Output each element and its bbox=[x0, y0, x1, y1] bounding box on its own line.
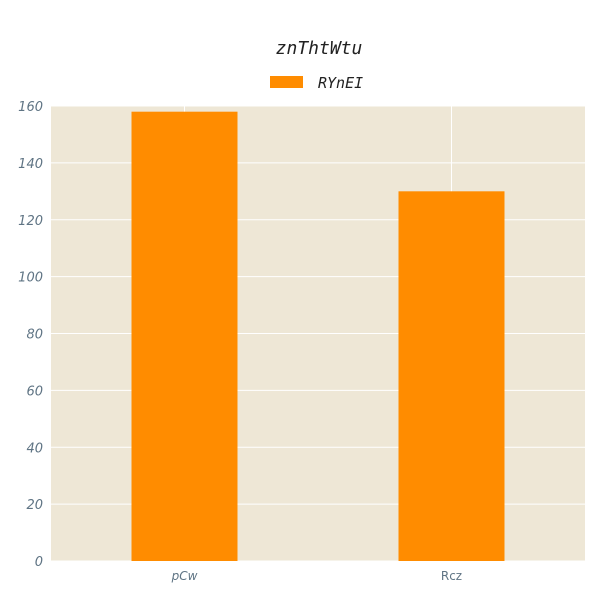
y-tick-label: 40 bbox=[26, 441, 43, 456]
y-tick-label: 160 bbox=[18, 100, 43, 115]
x-axis: pCw Rcz bbox=[171, 569, 463, 583]
bar-pCw bbox=[131, 111, 238, 561]
x-tick-label: Rcz bbox=[441, 569, 462, 583]
y-tick-label: 0 bbox=[35, 555, 43, 570]
legend: RYnEI bbox=[270, 74, 363, 92]
y-tick-label: 140 bbox=[18, 157, 43, 172]
legend-label: RYnEI bbox=[318, 74, 363, 92]
y-tick-label: 60 bbox=[26, 384, 43, 399]
chart-title: znThtWtu bbox=[276, 38, 363, 59]
y-tick-label: 100 bbox=[18, 271, 43, 286]
bars bbox=[131, 111, 505, 561]
x-tick-label: pCw bbox=[171, 569, 198, 583]
y-axis: 0 20 40 60 80 100 120 140 160 bbox=[18, 100, 43, 570]
y-tick-label: 120 bbox=[18, 214, 43, 229]
y-tick-label: 20 bbox=[26, 498, 43, 513]
y-tick-label: 80 bbox=[26, 328, 43, 343]
bar-Rcz bbox=[398, 191, 505, 561]
legend-swatch bbox=[270, 76, 303, 88]
